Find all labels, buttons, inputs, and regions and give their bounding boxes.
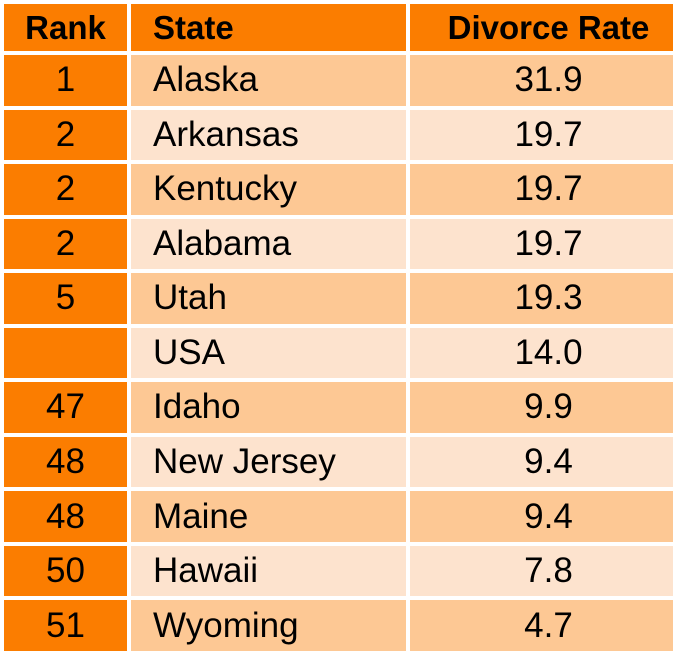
table-row: 2 Kentucky 19.7 [4,164,673,215]
rate-cell: 7.8 [410,545,673,597]
state-cell: Wyoming [131,600,406,651]
table-row: 48 Maine 9.4 [4,491,673,542]
column-header-divorce-rate: Divorce Rate [410,4,673,51]
table-row: 2 Alabama 19.7 [4,218,673,270]
state-cell: Alabama [131,218,406,270]
rank-cell [4,327,127,379]
rate-cell: 19.7 [410,164,673,215]
table-row: 50 Hawaii 7.8 [4,545,673,597]
table-row: 2 Arkansas 19.7 [4,109,673,161]
rate-cell: 9.4 [410,436,673,488]
column-header-state: State [131,4,406,51]
rate-cell: 4.7 [410,600,673,651]
rank-cell: 48 [4,436,127,488]
rank-cell: 1 [4,55,127,106]
rate-cell: 19.7 [410,109,673,161]
rate-cell: 9.9 [410,382,673,433]
rate-cell: 14.0 [410,327,673,379]
table-row: 47 Idaho 9.9 [4,382,673,433]
column-header-rank: Rank [4,4,127,51]
table-row: USA 14.0 [4,327,673,379]
rank-cell: 50 [4,545,127,597]
rank-cell: 2 [4,218,127,270]
rank-cell: 48 [4,491,127,542]
state-cell: Maine [131,491,406,542]
state-cell: USA [131,327,406,379]
rank-cell: 47 [4,382,127,433]
rank-cell: 2 [4,109,127,161]
state-cell: Utah [131,273,406,324]
rate-cell: 9.4 [410,491,673,542]
rate-cell: 31.9 [410,55,673,106]
rank-cell: 51 [4,600,127,651]
rate-cell: 19.7 [410,218,673,270]
rank-cell: 5 [4,273,127,324]
table-row: 5 Utah 19.3 [4,273,673,324]
table-body: 1 Alaska 31.9 2 Arkansas 19.7 2 Kentucky 19.7 2 Al… [4,55,673,651]
state-cell: Hawaii [131,545,406,597]
rate-cell: 19.3 [410,273,673,324]
header-row: Rank State Divorce Rate [4,4,673,51]
state-cell: Kentucky [131,164,406,215]
table-row: 48 New Jersey 9.4 [4,436,673,488]
state-cell: New Jersey [131,436,406,488]
state-cell: Alaska [131,55,406,106]
table-header: Rank State Divorce Rate [4,4,673,51]
table-row: 1 Alaska 31.9 [4,55,673,106]
rank-cell: 2 [4,164,127,215]
state-cell: Idaho [131,382,406,433]
state-cell: Arkansas [131,109,406,161]
table-row: 51 Wyoming 4.7 [4,600,673,651]
